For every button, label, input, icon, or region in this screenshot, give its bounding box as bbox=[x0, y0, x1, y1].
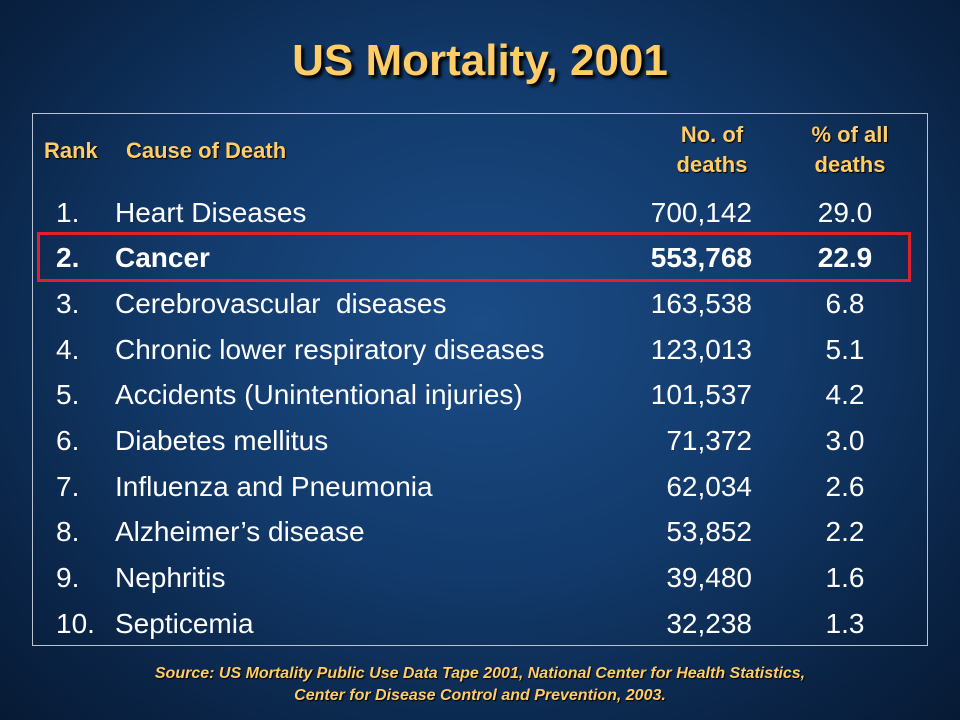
row-rank: 8. bbox=[56, 516, 80, 547]
header-deaths-line1: No. of bbox=[680, 122, 744, 147]
row-deaths: 700,142 bbox=[650, 197, 752, 228]
row-rank: 3. bbox=[56, 288, 80, 319]
row-percent: 3.0 bbox=[825, 425, 865, 456]
row-percent: 4.2 bbox=[825, 379, 865, 410]
row-rank: 9. bbox=[56, 562, 80, 593]
header-deaths-line2: deaths bbox=[676, 152, 748, 177]
row-cause: Influenza and Pneumonia bbox=[115, 471, 433, 502]
row-deaths: 163,538 bbox=[650, 288, 752, 319]
row-cause: Diabetes mellitus bbox=[115, 425, 329, 456]
table-row: 10. Septicemia 32,238 1.3 bbox=[0, 601, 960, 647]
row-cause: Cancer bbox=[115, 242, 210, 273]
table-row-highlighted: 2. Cancer 553,768 22.9 bbox=[0, 235, 960, 281]
row-deaths: 123,013 bbox=[650, 334, 752, 365]
row-cause: Septicemia bbox=[115, 608, 254, 639]
header-percent-line1: % of all bbox=[811, 122, 889, 147]
source-citation: Source: US Mortality Public Use Data Tap… bbox=[0, 663, 960, 707]
row-deaths: 39,480 bbox=[666, 562, 752, 593]
row-cause: Alzheimer’s disease bbox=[115, 516, 365, 547]
source-line1: Source: US Mortality Public Use Data Tap… bbox=[154, 665, 806, 682]
row-rank: 4. bbox=[56, 334, 80, 365]
table-row: 9. Nephritis 39,480 1.6 bbox=[0, 555, 960, 601]
table-row: 1. Heart Diseases 700,142 29.0 bbox=[0, 190, 960, 236]
row-rank: 6. bbox=[56, 425, 80, 456]
row-percent: 1.3 bbox=[825, 608, 865, 639]
row-deaths: 62,034 bbox=[666, 471, 752, 502]
header-deaths: No. of deaths bbox=[632, 120, 792, 180]
table-row: 7. Influenza and Pneumonia 62,034 2.6 bbox=[0, 464, 960, 510]
row-percent: 5.1 bbox=[825, 334, 865, 365]
row-cause: Chronic lower respiratory diseases bbox=[115, 334, 545, 365]
row-rank: 2. bbox=[56, 242, 80, 273]
header-rank: Rank bbox=[44, 138, 98, 163]
row-deaths: 71,372 bbox=[666, 425, 752, 456]
row-percent: 6.8 bbox=[825, 288, 865, 319]
row-percent: 29.0 bbox=[817, 197, 873, 228]
table-row: 8. Alzheimer’s disease 53,852 2.2 bbox=[0, 509, 960, 555]
table-row: 6. Diabetes mellitus 71,372 3.0 bbox=[0, 418, 960, 464]
slide-title: US Mortality, 2001 bbox=[292, 36, 668, 85]
row-percent: 2.6 bbox=[825, 471, 865, 502]
row-deaths: 553,768 bbox=[650, 242, 752, 273]
row-percent: 2.2 bbox=[825, 516, 865, 547]
header-cause: Cause of Death bbox=[126, 138, 287, 163]
table-row: 5. Accidents (Unintentional injuries) 10… bbox=[0, 372, 960, 418]
row-rank: 5. bbox=[56, 379, 80, 410]
row-deaths: 101,537 bbox=[650, 379, 752, 410]
highlight-box bbox=[37, 232, 911, 282]
row-rank: 10. bbox=[56, 608, 95, 639]
row-cause: Cerebrovascular diseases bbox=[115, 288, 447, 319]
table-row: 3. Cerebrovascular diseases 163,538 6.8 bbox=[0, 281, 960, 327]
row-rank: 1. bbox=[56, 197, 80, 228]
row-rank: 7. bbox=[56, 471, 80, 502]
row-cause: Accidents (Unintentional injuries) bbox=[115, 379, 523, 410]
row-percent: 22.9 bbox=[817, 242, 873, 273]
row-deaths: 32,238 bbox=[666, 608, 752, 639]
table-row: 4. Chronic lower respiratory diseases 12… bbox=[0, 327, 960, 373]
header-percent-line2: deaths bbox=[814, 152, 886, 177]
source-line2: Center for Disease Control and Preventio… bbox=[294, 687, 666, 704]
row-deaths: 53,852 bbox=[666, 516, 752, 547]
row-percent: 1.6 bbox=[825, 562, 865, 593]
row-cause: Heart Diseases bbox=[115, 197, 307, 228]
table-panel bbox=[32, 113, 928, 646]
header-percent: % of all deaths bbox=[770, 120, 930, 180]
row-cause: Nephritis bbox=[115, 562, 226, 593]
